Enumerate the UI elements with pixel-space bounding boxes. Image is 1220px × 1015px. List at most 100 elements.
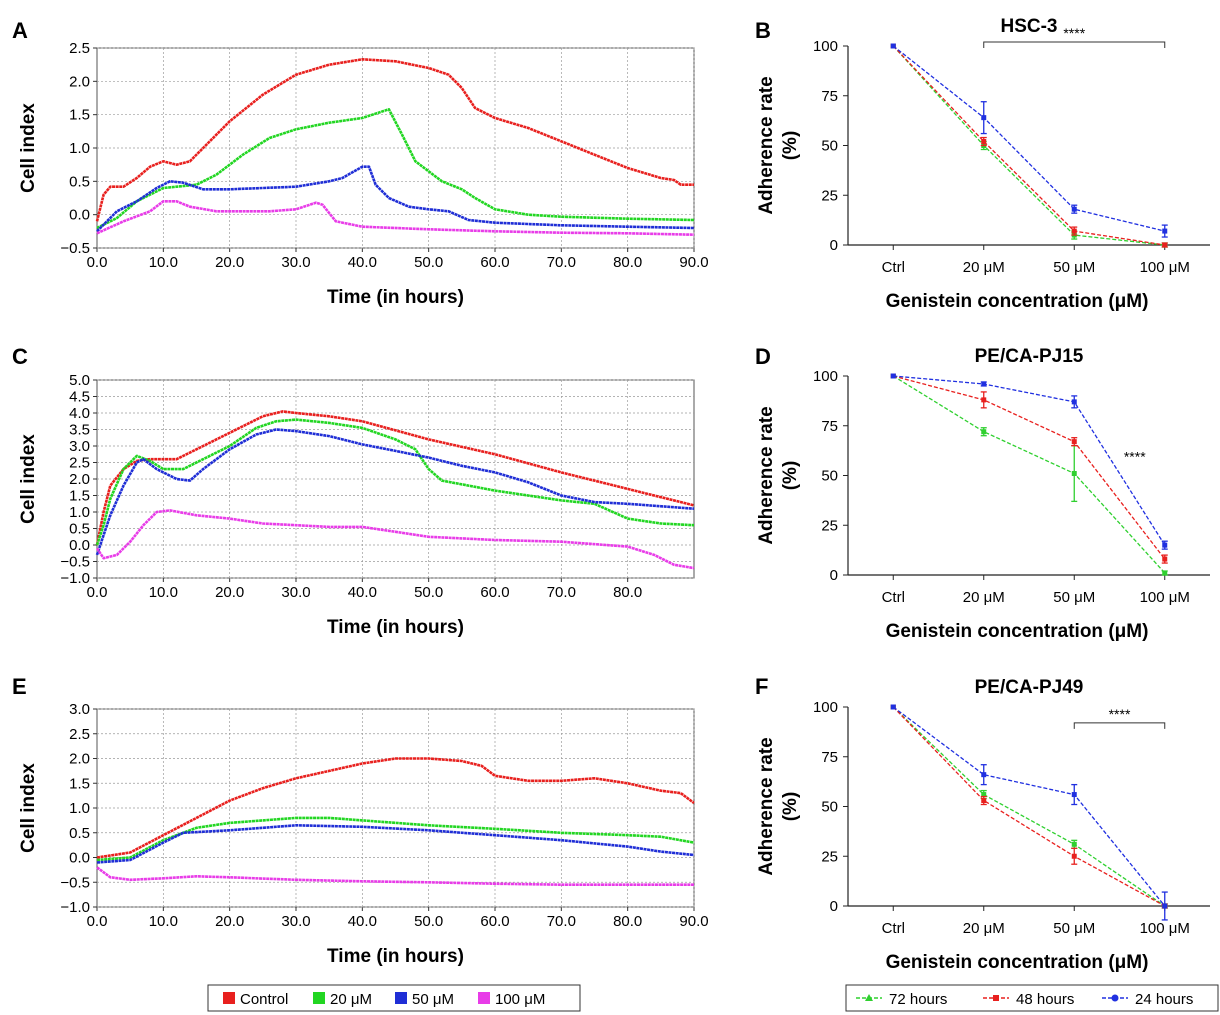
y-axis-title-unit: (%) (780, 131, 801, 161)
legend-frame (845, 984, 1219, 1012)
x-tick-label: 80.0 (613, 584, 642, 601)
y-tick-label: 50 (821, 468, 838, 485)
x-tick-label: 30.0 (281, 254, 310, 271)
data-point (1162, 556, 1168, 562)
y-tick-label: 0.5 (69, 521, 90, 538)
series-line-100-μM (96, 866, 694, 887)
x-tick-label: 20.0 (215, 584, 244, 601)
y-tick-label: 0.5 (69, 825, 90, 842)
significance-bracket (1073, 722, 1166, 729)
data-point (1071, 439, 1077, 445)
x-tick-label: 50.0 (414, 913, 443, 930)
x-tick-label: 50 μM (1053, 589, 1095, 606)
series-line-72-hours (892, 706, 1166, 907)
legend-item-label: Control (240, 991, 288, 1008)
legend-item-label: 24 hours (1135, 991, 1193, 1008)
y-tick-label: 2.0 (69, 73, 90, 90)
x-axis-title: Genistein concentration (μM) (886, 621, 1149, 642)
y-tick-label: 1.5 (69, 775, 90, 792)
legend-swatch (395, 992, 407, 1004)
y-axis-title-unit: (%) (780, 792, 801, 822)
x-tick-label: 20 μM (963, 589, 1005, 606)
panel-letter: F (755, 674, 768, 699)
x-tick-label: 50 μM (1053, 259, 1095, 276)
panel-D: D PE/CA-PJ15 0 25 50 75 100 Ctrl 20 μM 50 μM 100 μ… (755, 344, 1210, 642)
series-line-72-hours (892, 375, 1166, 574)
series-line-24-hours (893, 375, 1166, 546)
series-line-100-μM (96, 200, 695, 236)
panel-letter: C (12, 344, 28, 369)
y-tick-label: 2.5 (69, 726, 90, 743)
x-tick-label: 30.0 (281, 913, 310, 930)
y-tick-label: 0.5 (69, 173, 90, 190)
series-line-20-μM (96, 816, 695, 862)
y-tick-label: 3.0 (69, 701, 90, 718)
x-tick-label: 30.0 (281, 584, 310, 601)
series-line-50-μM (95, 428, 695, 556)
x-tick-label: 80.0 (613, 254, 642, 271)
y-tick-label: 75 (821, 88, 838, 105)
significance-label: **** (1063, 25, 1085, 41)
series-line-Control (96, 757, 695, 859)
y-tick-label: 50 (821, 799, 838, 816)
panel-A: A 0.0 10.0 20.0 30.0 40.0 50.0 60.0 70.0 80.0 90.0… (12, 18, 709, 308)
panel-B: B HSC-3 0 25 50 75 100 Ctrl 20 μM 50 μM 100 μM ****… (755, 16, 1210, 312)
x-tick-label: 50 μM (1053, 920, 1095, 937)
data-point (1071, 206, 1077, 212)
y-tick-label: 1.0 (69, 800, 90, 817)
legend-marker (865, 994, 873, 1001)
legend-marker (993, 995, 999, 1001)
series-line-50-μM (96, 823, 695, 864)
x-tick-label: 40.0 (348, 584, 377, 601)
panel-letter: E (12, 674, 27, 699)
legend-time-course: Control 20 μM 50 μM 100 μM (207, 984, 581, 1012)
y-tick-label: 2.0 (69, 471, 90, 488)
y-tick-label: 25 (821, 517, 838, 534)
y-tick-label: 0 (830, 567, 838, 584)
y-tick-label: 3.5 (69, 422, 90, 439)
x-tick-label: 60.0 (480, 254, 509, 271)
y-axis-title: Adherence rate (756, 76, 777, 214)
series-line-24-hours (892, 45, 1165, 232)
x-tick-label: 0.0 (87, 913, 108, 930)
panel-C: C 0.0 10.0 20.0 30.0 40.0 50.0 60.0 70.0 80.0 −1.0… (12, 344, 695, 638)
data-point (981, 429, 987, 435)
legend-marker (1111, 994, 1119, 1002)
data-point (890, 43, 896, 49)
y-tick-label: −0.5 (60, 240, 90, 257)
y-axis-title: Cell index (18, 763, 39, 853)
x-tick-label: 100 μM (1140, 920, 1190, 937)
x-axis-title: Genistein concentration (μM) (886, 291, 1149, 312)
data-point (981, 381, 987, 387)
series-line-48-hours (893, 375, 1166, 560)
data-point (981, 798, 987, 804)
x-tick-label: 20 μM (963, 259, 1005, 276)
legend-item-label: 50 μM (412, 991, 454, 1008)
legend-frame (207, 984, 581, 1012)
y-tick-label: 1.5 (69, 107, 90, 124)
x-tick-label: 10.0 (149, 254, 178, 271)
y-tick-label: 0.0 (69, 537, 90, 554)
x-axis-title: Time (in hours) (327, 946, 464, 967)
y-tick-label: 0.0 (69, 207, 90, 224)
x-tick-label: 0.0 (87, 254, 108, 271)
y-axis-title: Adherence rate (756, 406, 777, 544)
y-tick-label: −0.5 (60, 554, 90, 571)
series-line-24-hours (892, 706, 1166, 907)
panel-E: E 0.0 10.0 20.0 30.0 40.0 50.0 60.0 70.0 80.0 90.0… (12, 674, 709, 967)
x-tick-label: Ctrl (882, 259, 905, 276)
y-tick-label: 2.5 (69, 40, 90, 57)
legend-item-label: 48 hours (1016, 991, 1074, 1008)
y-axis-title: Cell index (18, 434, 39, 524)
data-point (981, 397, 987, 403)
data-point (1071, 853, 1077, 859)
data-point (1162, 903, 1168, 909)
y-tick-label: 1.0 (69, 140, 90, 157)
data-point (1071, 792, 1077, 798)
x-tick-label: 90.0 (679, 254, 708, 271)
y-tick-label: 25 (821, 848, 838, 865)
significance-bracket (983, 41, 1166, 49)
x-tick-label: 50.0 (414, 584, 443, 601)
y-tick-label: 50 (821, 138, 838, 155)
y-tick-label: 25 (821, 187, 838, 204)
